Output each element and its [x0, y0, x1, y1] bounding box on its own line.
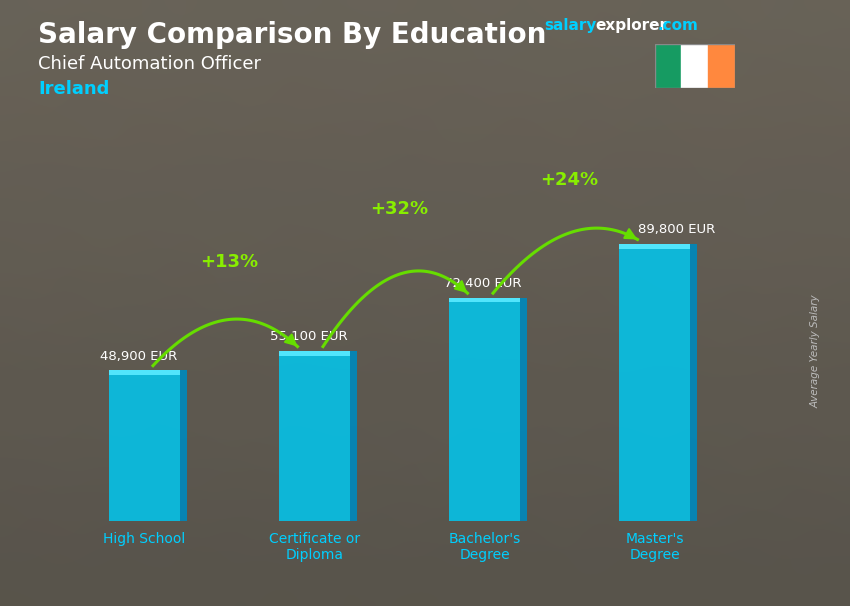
Text: +24%: +24% [541, 170, 598, 188]
Text: Chief Automation Officer: Chief Automation Officer [38, 55, 261, 73]
Bar [180, 370, 187, 521]
Text: +32%: +32% [371, 199, 428, 218]
Text: Average Yearly Salary: Average Yearly Salary [811, 295, 821, 408]
Text: 55,100 EUR: 55,100 EUR [270, 330, 348, 344]
Bar [109, 370, 180, 375]
Text: explorer: explorer [595, 18, 667, 33]
Text: salary: salary [544, 18, 597, 33]
Bar [109, 370, 180, 521]
Text: Ireland: Ireland [38, 80, 110, 98]
Text: Salary Comparison By Education: Salary Comparison By Education [38, 21, 547, 49]
Bar [350, 351, 357, 521]
Text: 48,900 EUR: 48,900 EUR [100, 350, 178, 362]
Bar [619, 244, 690, 521]
Text: 89,800 EUR: 89,800 EUR [638, 224, 715, 236]
Bar [449, 298, 520, 302]
Bar [682, 44, 708, 88]
Bar [279, 351, 350, 521]
Text: .com: .com [657, 18, 698, 33]
Bar [690, 244, 697, 521]
Bar [654, 44, 682, 88]
Bar [279, 351, 350, 356]
Text: +13%: +13% [201, 253, 258, 271]
Bar [708, 44, 735, 88]
Bar [619, 244, 690, 248]
Bar [520, 298, 527, 521]
Text: 72,400 EUR: 72,400 EUR [444, 277, 521, 290]
Bar [449, 298, 520, 521]
